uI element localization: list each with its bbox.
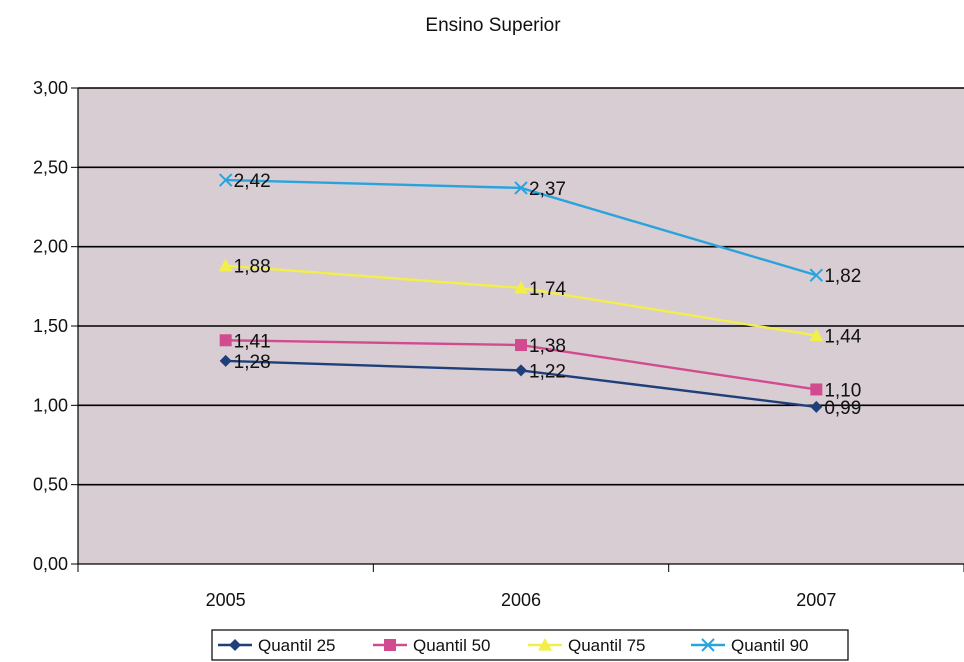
data-point [515, 364, 527, 377]
data-label: 1,10 [824, 380, 861, 401]
y-tick-label: 1,00 [33, 395, 68, 415]
data-label: 1,74 [529, 279, 566, 300]
x-marker-stroke [701, 638, 715, 652]
x-axis-ticks: 2005 2006 2007 [77, 564, 964, 610]
x-tick-label: 2005 [206, 590, 246, 610]
legend-label: Quantil 50 [413, 636, 491, 655]
x-tick-label: 2007 [796, 590, 836, 610]
x-marker-stroke [809, 268, 824, 282]
data-point [809, 328, 824, 342]
data-label: 1,28 [234, 352, 271, 373]
legend: Quantil 25 Quantil 50 Quantil 75 Quantil 90 [211, 629, 849, 661]
legend-item: Quantil 25 [218, 636, 336, 655]
data-point [514, 280, 528, 294]
x-tick-label: 2006 [501, 590, 541, 610]
y-axis-ticks: 0,00 0,50 1,00 1,50 2,00 2,50 3,00 [33, 78, 78, 574]
data-point [219, 354, 232, 367]
data-point [810, 383, 823, 396]
data-label: 1,82 [824, 266, 861, 287]
data-point [515, 339, 527, 352]
data-point [219, 334, 232, 347]
series-quantil-90: 2,42 2,37 1,82 [218, 171, 861, 287]
gridlines [78, 87, 964, 486]
series-quantil-50: 1,41 1,38 1,10 [219, 331, 861, 401]
series-quantil-75: 1,88 1,74 1,44 [218, 257, 862, 348]
data-label: 2,37 [529, 179, 566, 200]
data-label: 0,99 [824, 398, 861, 419]
data-label: 1,44 [824, 327, 861, 348]
chart-title: Ensino Superior [425, 15, 561, 36]
data-point [810, 400, 823, 413]
legend-item: Quantil 90 [691, 636, 809, 655]
legend-label: Quantil 75 [568, 636, 646, 655]
data-label: 1,41 [234, 331, 271, 352]
y-tick-label: 0,00 [33, 554, 68, 574]
y-tick-label: 0,50 [33, 475, 68, 495]
data-label: 1,38 [529, 336, 566, 357]
legend-item: Quantil 50 [373, 636, 491, 655]
x-marker-stroke [514, 181, 528, 195]
legend-marker [538, 638, 552, 651]
y-tick-label: 2,50 [33, 157, 68, 177]
series-group: 1,28 1,22 0,99 1,41 1,38 1,10 1,88 1,74 1,44 2,42… [218, 171, 862, 419]
legend-label: Quantil 25 [258, 636, 336, 655]
data-point [218, 173, 233, 187]
legend-marker [701, 638, 715, 652]
legend-item: Quantil 75 [528, 636, 646, 655]
data-point [218, 258, 233, 272]
legend-marker [384, 639, 396, 651]
series-quantil-25: 1,28 1,22 0,99 [219, 352, 861, 419]
data-point [514, 181, 528, 195]
data-label: 2,42 [234, 171, 271, 192]
data-label: 1,22 [529, 361, 566, 382]
legend-marker [229, 639, 241, 651]
y-tick-label: 3,00 [33, 78, 68, 98]
data-point [809, 268, 824, 282]
x-marker-stroke [218, 173, 233, 187]
data-label: 1,88 [234, 257, 271, 278]
y-tick-label: 1,50 [33, 316, 68, 336]
legend-label: Quantil 90 [731, 636, 809, 655]
y-tick-label: 2,00 [33, 237, 68, 257]
